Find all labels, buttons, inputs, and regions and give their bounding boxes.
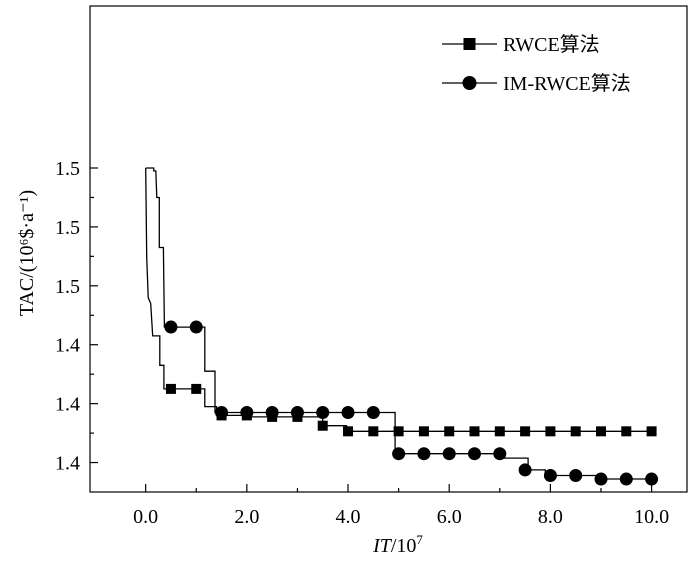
series-1-line [145, 167, 652, 480]
series-0-point-9 [393, 426, 404, 437]
x-axis-label-exp: 7 [416, 532, 423, 547]
series-1-point-6 [316, 405, 330, 419]
series-0-point-10 [418, 426, 429, 437]
x-axis-label-unit: /10 [391, 535, 417, 557]
series-1-point-4 [265, 405, 279, 419]
y-tick-label-5: 1.5 [55, 158, 80, 180]
x-tick-label-4: 8.0 [538, 506, 563, 528]
series-1-point-10 [417, 447, 431, 461]
series-0-point-8 [368, 426, 379, 437]
series-0-point-15 [545, 426, 556, 437]
legend-marker-im-rwce [462, 76, 477, 90]
series-1-point-5 [290, 405, 304, 419]
series-0-point-13 [494, 426, 505, 437]
plot-frame [89, 5, 688, 493]
y-tick-label-1: 1.4 [55, 394, 80, 416]
x-tick-label-3: 6.0 [437, 506, 462, 528]
legend-item-im-rwce: IM-RWCE算法 [442, 72, 631, 95]
series-1-point-12 [468, 447, 482, 461]
series-0-point-17 [595, 426, 606, 437]
series-1-point-7 [341, 405, 355, 419]
series-1-point-19 [645, 472, 659, 486]
series-1-point-18 [619, 472, 633, 486]
x-tick-label-1: 2.0 [234, 506, 259, 528]
y-axis: 1.4 1.4 1.4 1.5 1.5 1.5 [55, 158, 98, 475]
series-0-point-0 [165, 383, 176, 394]
series-0-point-7 [343, 426, 354, 437]
y-tick-label-2: 1.4 [55, 335, 80, 357]
series-1-point-3 [240, 405, 254, 419]
series-1-point-0 [164, 320, 178, 334]
series-1-point-15 [543, 469, 557, 483]
y-tick-label-0: 1.4 [55, 453, 80, 475]
legend: RWCE算法 IM-RWCE算法 [442, 33, 631, 95]
legend-label-im-rwce: IM-RWCE算法 [503, 72, 631, 95]
x-axis-label: IT/107 [372, 532, 423, 557]
series-0-point-18 [621, 426, 632, 437]
y-axis-label: TAC/(10⁶$·a⁻¹) [16, 190, 38, 316]
series-0-point-6 [317, 420, 328, 431]
series-1-point-17 [594, 472, 608, 486]
series-layer [145, 167, 659, 486]
x-tick-label-5: 10.0 [634, 506, 669, 528]
series-1-point-16 [569, 469, 583, 483]
x-axis: 0.0 2.0 4.0 6.0 8.0 10.0 [133, 484, 669, 528]
series-1-point-11 [442, 447, 456, 461]
series-1-point-13 [493, 447, 507, 461]
series-0-point-1 [191, 383, 202, 394]
series-1-point-8 [366, 405, 380, 419]
series-0-point-19 [646, 426, 657, 437]
y-tick-label-4: 1.5 [55, 217, 80, 239]
series-1-point-14 [518, 463, 532, 477]
legend-marker-rwce [463, 38, 476, 50]
legend-item-rwce: RWCE算法 [442, 33, 600, 56]
series-0-point-11 [444, 426, 455, 437]
series-1-point-9 [392, 447, 406, 461]
x-axis-label-var: IT [372, 535, 393, 557]
x-tick-label-2: 4.0 [336, 506, 361, 528]
x-tick-label-0: 0.0 [133, 506, 158, 528]
series-0-point-12 [469, 426, 480, 437]
series-0-line [145, 167, 652, 432]
series-1-point-2 [215, 405, 229, 419]
series-0-point-14 [520, 426, 531, 437]
series-0-point-16 [570, 426, 581, 437]
series-1-point-1 [189, 320, 203, 334]
y-tick-label-3: 1.5 [55, 276, 80, 298]
legend-label-rwce: RWCE算法 [503, 33, 600, 56]
